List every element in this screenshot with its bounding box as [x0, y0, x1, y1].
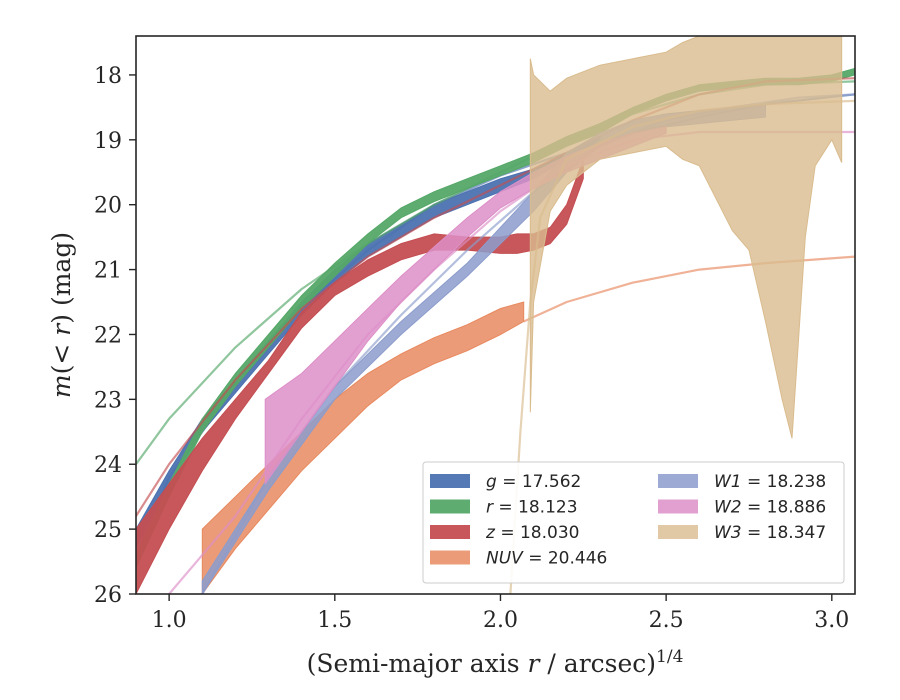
- x-axis-label: (Semi-major axis r / arcsec)1/4: [307, 647, 684, 678]
- legend-swatch-r: [430, 499, 470, 514]
- legend-swatch-w2: [658, 499, 698, 514]
- series-z-band: [136, 159, 584, 594]
- y-tick-label: 18: [94, 64, 122, 89]
- legend: g = 17.562 r = 18.123 z = 18.030 NUV = 20.4…: [422, 461, 845, 584]
- legend-label-w3: W3 = 18.347: [714, 523, 826, 543]
- y-tick-label: 24: [94, 453, 122, 478]
- legend-box: [422, 461, 845, 584]
- y-tick-label: 23: [94, 388, 122, 413]
- plot-frame: [135, 35, 856, 595]
- legend-label-z: z = 18.030: [485, 523, 579, 543]
- x-tick-label: 2.5: [649, 608, 684, 633]
- y-tick-label: 26: [94, 583, 122, 608]
- y-tick-label: 22: [94, 323, 122, 348]
- y-axis-label: m(< r) (mag): [47, 232, 76, 398]
- y-tick-label: 25: [94, 518, 122, 543]
- y-tick-label: 20: [94, 194, 122, 219]
- x-tick-label: 3.0: [814, 608, 849, 633]
- x-tick-label: 1.5: [317, 608, 352, 633]
- legend-label-w1: W1 = 18.238: [714, 472, 826, 492]
- y-tick-label: 21: [94, 259, 122, 284]
- legend-label-r: r = 18.123: [486, 498, 578, 518]
- tick-layer: 1.0 1.5 2.0 2.5 3.0 18 19 20 21 22 23 24 25 26: [94, 64, 849, 633]
- legend-label-nuv: NUV = 20.446: [486, 549, 607, 569]
- legend-swatch-w3: [658, 525, 698, 539]
- legend-swatch-w1: [658, 474, 698, 488]
- series-layer: [136, 36, 855, 594]
- legend-label-g: g = 17.562: [486, 472, 581, 492]
- series-w3-band: [529, 36, 843, 439]
- legend-entries: g = 17.562 r = 18.123 z = 18.030 NUV = 20.4…: [430, 472, 826, 569]
- legend-swatch-nuv: [430, 550, 470, 565]
- x-tick-label: 2.0: [483, 608, 518, 633]
- legend-swatch-g: [430, 474, 470, 488]
- y-tick-label: 19: [94, 129, 122, 154]
- x-tick-label: 1.0: [152, 608, 187, 633]
- legend-label-w2: W2 = 18.886: [714, 498, 826, 518]
- legend-swatch-z: [430, 525, 470, 539]
- series-r-band: [136, 67, 855, 569]
